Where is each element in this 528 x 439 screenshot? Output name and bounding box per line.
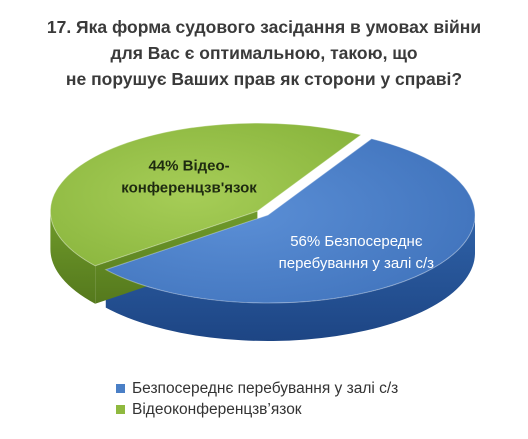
data-label-1: 44% Відео-конференцзв'язок <box>121 157 257 196</box>
legend-swatch-green <box>116 405 125 414</box>
pie-slice-0 <box>104 138 476 304</box>
chart-legend: Безпосереднє перебування у залі с/з Віде… <box>116 378 398 420</box>
legend-item-direct-presence: Безпосереднє перебування у залі с/з <box>116 378 398 399</box>
data-label-0: 56% Безпосереднє перебування у залі с/з <box>279 233 435 272</box>
chart-title-line-2: для Вас є оптимальною, такою, що <box>110 43 418 63</box>
legend-label-direct-presence: Безпосереднє перебування у залі с/з <box>132 380 399 397</box>
pie-labels: 56% Безпосереднє перебування у залі с/з 44… <box>121 157 434 271</box>
legend-swatch-blue <box>116 384 125 393</box>
data-label-1-line-1: конференцзв'язок <box>121 179 257 196</box>
data-label-0-line-1: перебування у залі с/з <box>279 255 435 272</box>
pie-side-1 <box>50 211 96 304</box>
pie-tops <box>49 122 476 304</box>
legend-label-videoconference: Відеоконференцзв’язок <box>132 401 302 418</box>
legend-item-videoconference: Відеоконференцзв’язок <box>116 399 398 420</box>
pie-side-0 <box>105 215 475 342</box>
chart-title-line-1: 17. Яка форма судового засідання в умова… <box>46 17 482 37</box>
pie-slice-1 <box>49 122 363 267</box>
data-label-0-line-0: 56% Безпосереднє <box>290 233 423 250</box>
chart-title-line-3: не порушує Ваших прав як сторони у справ… <box>65 69 463 89</box>
data-label-1-line-0: 44% Відео- <box>148 157 229 174</box>
chart-title: 17. Яка форма судового засідання в умова… <box>14 14 514 92</box>
